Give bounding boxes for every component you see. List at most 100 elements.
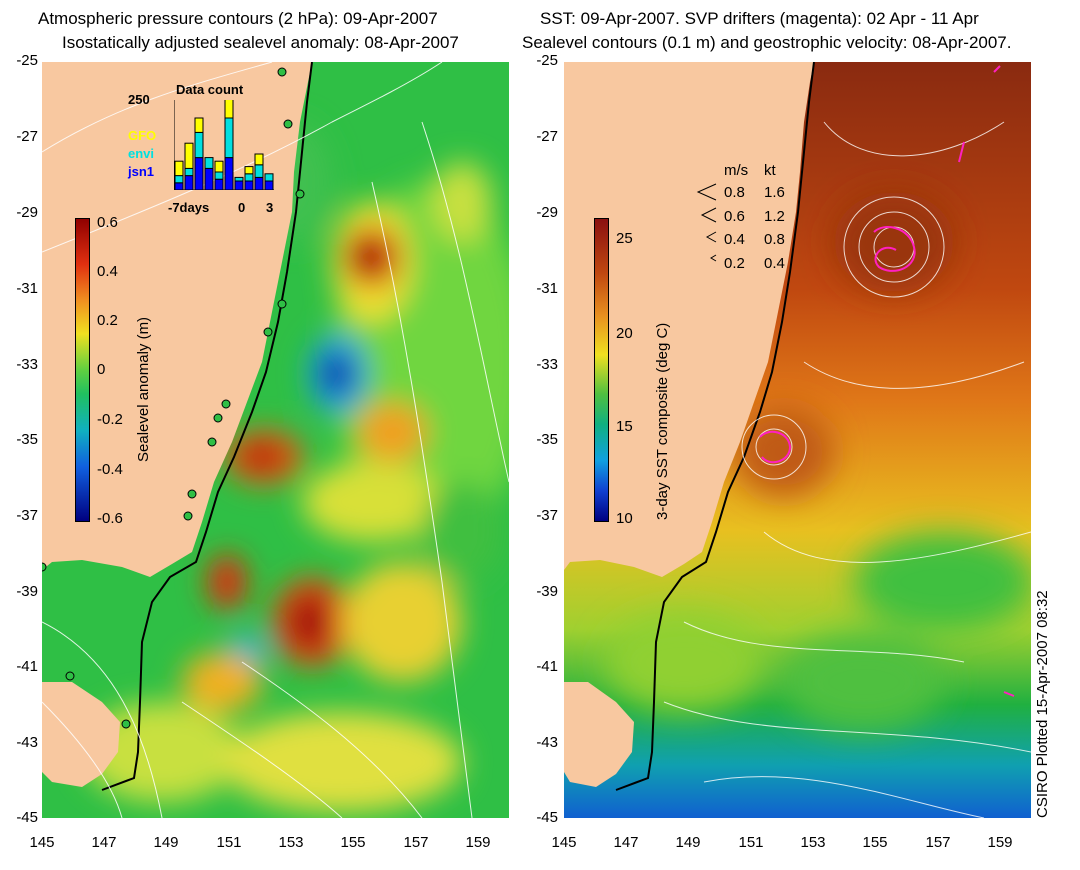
lon-label: 145 [29,834,55,851]
lat-label: -25 [536,52,558,69]
lat-label: -29 [536,204,558,221]
colorbar-tick: -0.2 [97,411,123,428]
lat-label: -39 [16,583,38,600]
credit-text: CSIRO Plotted 15-Apr-2007 08:32 [1034,590,1051,818]
sst-map [564,62,1031,818]
bar-jsn1--4 [204,167,214,190]
bar-envi-1 [254,164,264,178]
bar-envi--6 [184,167,194,177]
lon-label: 157 [925,834,951,851]
lon-label: 147 [91,834,117,851]
lat-label: -31 [536,280,558,297]
bar-envi-2 [264,173,274,182]
sealevel-colorbar [75,218,90,522]
bar-envi--2 [224,117,234,159]
lat-label: -27 [536,128,558,145]
sst-colorbar-label: 3-day SST composite (deg C) [654,322,671,520]
bar-envi--1 [234,176,244,182]
lat-label: -37 [536,507,558,524]
lat-label: -45 [536,809,558,826]
lat-label: -25 [16,52,38,69]
lon-label: 159 [987,834,1013,851]
velocity-kt: 0.4 [764,255,785,272]
colorbar-tick: 20 [616,325,633,342]
bar-GFO-1 [254,153,264,166]
bar-GFO--2 [224,100,234,119]
lon-label: 157 [403,834,429,851]
lon-label: 159 [465,834,491,851]
lon-label: 145 [551,834,577,851]
lat-label: -39 [536,583,558,600]
lon-label: 153 [278,834,304,851]
velocity-ms: 0.6 [724,208,745,225]
sealevel-anomaly-map [42,62,509,818]
lat-label: -33 [536,356,558,373]
inset-xlabel: -7days [168,200,210,215]
bar-jsn1--5 [194,157,204,190]
bar-jsn1--7 [174,182,184,190]
velocity-header-kt: kt [764,162,776,179]
data-count-inset: Data count 250 GFO envi jsn1 -7days 0 3 [128,82,278,215]
lon-label: 149 [675,834,701,851]
bar-GFO--7 [174,160,184,177]
lon-label: 147 [613,834,639,851]
bar-jsn1--6 [184,175,194,190]
colorbar-tick: 25 [616,230,633,247]
lat-label: -41 [536,658,558,675]
velocity-legend: m/s kt 0.8 1.6 0.6 1.2 0.4 0.8 0.2 0.4 [696,162,806,282]
inset-title: Data count [176,82,244,97]
right-title-line1: SST: 09-Apr-2007. SVP drifters (magenta)… [540,9,979,28]
inset-xlabel: 3 [266,200,274,215]
right-title-line2: Sealevel contours (0.1 m) and geostrophi… [522,33,1012,52]
lat-label: -33 [16,356,38,373]
bar-envi--3 [214,171,224,180]
bar-envi-0 [244,173,254,182]
inset-legend-gfo: GFO [128,128,157,143]
velocity-kt: 0.8 [764,231,785,248]
bar-GFO--6 [184,142,194,169]
colorbar-tick: 0.2 [97,312,118,329]
colorbar-tick: 15 [616,418,633,435]
lon-label: 153 [800,834,826,851]
lon-label: 151 [738,834,764,851]
inset-xlabel: 0 [238,200,246,215]
bar-GFO--5 [194,117,204,133]
inset-ymax-label: 250 [128,92,150,107]
lat-label: -45 [16,809,38,826]
data-count-chart [174,100,274,190]
velocity-ms: 0.8 [724,184,745,201]
lat-label: -43 [536,734,558,751]
velocity-header-ms: m/s [724,162,749,179]
velocity-ms: 0.4 [724,231,745,248]
bar-jsn1-2 [264,180,274,190]
bar-envi--4 [204,157,214,169]
lon-label: 149 [153,834,179,851]
bar-jsn1-1 [254,176,264,190]
bar-GFO--3 [214,160,224,173]
colorbar-tick: 10 [616,510,633,527]
velocity-arrow-icons [696,183,717,262]
inset-legend-envi: envi [128,146,155,161]
bar-jsn1-0 [244,180,254,190]
bar-envi--5 [194,131,204,159]
lat-label: -41 [16,658,38,675]
colorbar-tick: 0 [97,361,106,378]
sst-map-graphic [564,62,1031,818]
lat-label: -31 [16,280,38,297]
sealevel-anomaly-map-graphic [42,62,509,818]
velocity-kt: 1.2 [764,208,785,225]
lat-label: -43 [16,734,38,751]
colorbar-tick: -0.4 [97,461,123,478]
sst-colorbar [594,218,609,522]
bar-envi--7 [174,175,184,184]
lon-label: 155 [862,834,888,851]
lon-label: 151 [216,834,242,851]
lat-label: -35 [16,431,38,448]
colorbar-tick: -0.6 [97,510,123,527]
lon-label: 155 [340,834,366,851]
bar-jsn1--3 [214,178,224,190]
inset-legend-jsn1: jsn1 [128,164,155,179]
lat-label: -29 [16,204,38,221]
velocity-ms: 0.2 [724,255,745,272]
left-title-line2: Isostatically adjusted sealevel anomaly:… [62,33,459,52]
